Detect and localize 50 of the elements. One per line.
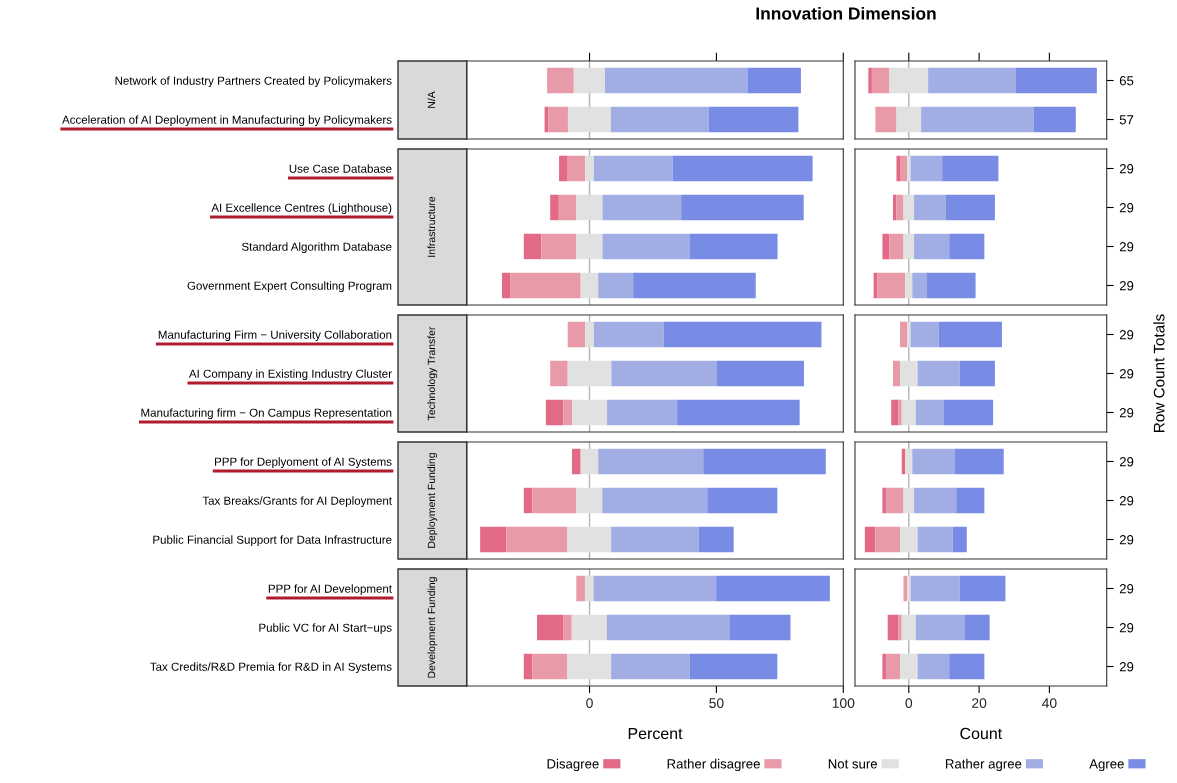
y-tick-label: Government Expert Consulting Program [187, 281, 392, 293]
x-axis-title: Percent [628, 728, 683, 740]
y-tick-label: 65 [1119, 76, 1134, 86]
y-tick-label: Manufacturing Firm − University Collaboration [158, 330, 392, 342]
y-tick-label: Standard Algorithm Database [241, 242, 392, 254]
y-tick-label: Use Case Database [289, 164, 392, 173]
y-tick-label: 29 [1119, 408, 1134, 418]
y-tick-label: Tax Credits/R&D Premia for R&D in AI Systems [150, 662, 392, 674]
y-tick-label: PPP for Deplyoment of AI Systems [215, 457, 392, 469]
y-tick-label: Network of Industry Partners Created by Policymakers [115, 76, 392, 88]
y-axis-title: Row Count Totals [1153, 314, 1165, 432]
text: Technology Transfer [427, 326, 438, 421]
x-tick-label: 40 [1042, 698, 1057, 709]
text: N/A [427, 91, 436, 108]
y-tick-label: 29 [1119, 584, 1134, 594]
legend-label: Disagree [547, 758, 599, 772]
text: Development Funding [427, 577, 438, 678]
x-tick-label: 100 [832, 698, 855, 709]
y-tick-label: PPP for AI Development [268, 584, 392, 596]
x-tick-label: 50 [709, 698, 724, 709]
chart-title: Innovation Dimension [756, 6, 936, 20]
x-tick-label: 0 [905, 698, 913, 709]
y-tick-label: Public VC for AI Start−ups [259, 623, 392, 635]
legend-label: Not sure [828, 759, 878, 769]
y-tick-label: 29 [1119, 330, 1134, 340]
y-tick-label: AI Company in Existing Industry Cluster [188, 369, 392, 381]
y-tick-label: 29 [1119, 369, 1134, 379]
y-tick-label: 57 [1119, 115, 1134, 125]
y-tick-label: 29 [1119, 457, 1134, 467]
y-tick-label: 29 [1119, 164, 1134, 174]
y-tick-label: 29 [1119, 623, 1134, 633]
y-tick-label: Manufacturing firm − On Campus Representation [141, 408, 392, 420]
y-tick-label: 29 [1119, 203, 1134, 213]
text: Deployment Funding [427, 453, 438, 548]
y-tick-label: Tax Breaks/Grants for AI Deployment [202, 496, 392, 508]
text: Infrastructure [427, 196, 436, 257]
y-tick-label: AI Excellence Centres (Lighthouse) [211, 203, 392, 215]
legend-label: Rather disagree [667, 758, 760, 772]
legend-label: Rather agree [945, 758, 1022, 772]
y-tick-label: Acceleration of AI Deployment in Manufacturing by Policymakers [62, 115, 392, 127]
legend-label: Agree [1089, 759, 1124, 772]
y-tick-label: Public Financial Support for Data Infrastructure [153, 535, 392, 547]
x-tick-label: 20 [972, 698, 987, 709]
y-tick-label: 29 [1119, 242, 1134, 252]
x-tick-label: 0 [586, 698, 593, 709]
x-axis-title: Count [960, 727, 1003, 740]
y-tick-label: 29 [1119, 281, 1134, 291]
y-tick-label: 29 [1119, 535, 1134, 545]
y-tick-label: 29 [1119, 662, 1134, 672]
y-tick-label: 29 [1119, 496, 1134, 506]
